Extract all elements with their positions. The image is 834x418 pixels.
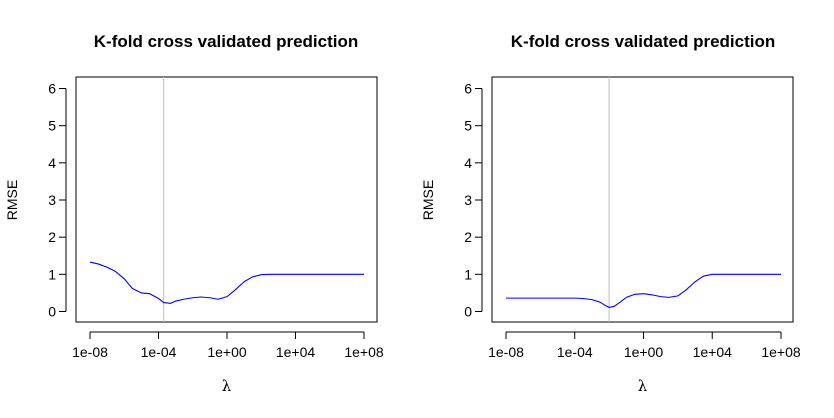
x-axis-label: λ xyxy=(222,377,232,395)
y-tick-label: 0 xyxy=(464,304,472,320)
x-axis-label: λ xyxy=(638,377,648,395)
x-tick-label: 1e+00 xyxy=(207,344,247,360)
chart-panel-left: K-fold cross validated prediction 1e-08 1e… xyxy=(4,32,384,395)
rmse-series-line xyxy=(506,273,781,308)
x-tick-label: 1e-04 xyxy=(141,344,177,360)
y-tick-label: 2 xyxy=(48,229,56,245)
y-tick-label: 4 xyxy=(464,155,472,171)
plot-frame xyxy=(491,76,794,323)
x-tick-label: 1e+04 xyxy=(276,344,316,360)
chart-title: K-fold cross validated prediction xyxy=(94,32,359,51)
y-axis-label: RMSE xyxy=(420,180,436,220)
y-tick-label: 3 xyxy=(464,192,472,208)
chart-title: K-fold cross validated prediction xyxy=(511,32,776,51)
y-tick-label: 3 xyxy=(48,192,56,208)
plot-frame xyxy=(75,76,378,323)
x-tick-label: 1e+04 xyxy=(693,344,733,360)
x-tick-label: 1e-08 xyxy=(72,344,108,360)
rmse-series-line xyxy=(89,261,364,304)
x-tick-label: 1e-08 xyxy=(488,344,524,360)
x-tick-label: 1e+00 xyxy=(624,344,664,360)
y-tick-label: 1 xyxy=(48,266,56,282)
x-tick-label: 1e+08 xyxy=(761,344,801,360)
x-tick-label: 1e-04 xyxy=(557,344,593,360)
y-axis-label: RMSE xyxy=(4,180,20,220)
y-tick-label: 1 xyxy=(464,266,472,282)
chart-panel-right: K-fold cross validated prediction 1e-08 1e… xyxy=(420,32,801,395)
y-tick-label: 2 xyxy=(464,229,472,245)
y-tick-label: 5 xyxy=(48,118,56,134)
y-tick-label: 6 xyxy=(48,81,56,97)
y-tick-label: 4 xyxy=(48,155,56,171)
y-tick-label: 0 xyxy=(48,304,56,320)
y-tick-label: 6 xyxy=(464,81,472,97)
x-tick-label: 1e+08 xyxy=(344,344,384,360)
y-tick-label: 5 xyxy=(464,118,472,134)
